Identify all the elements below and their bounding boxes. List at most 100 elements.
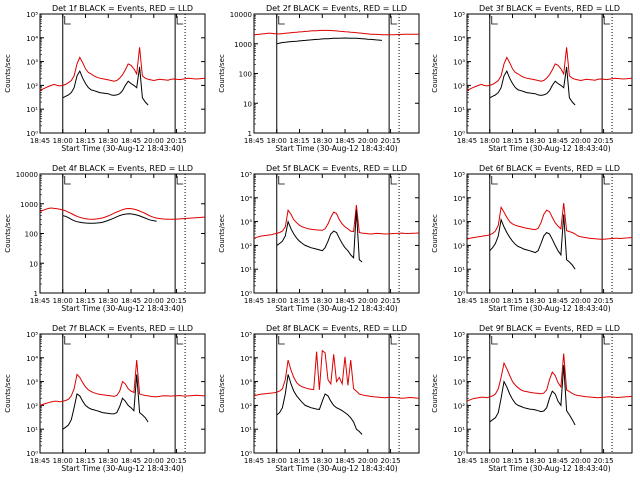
x-tick-label: 18:30 <box>525 137 545 145</box>
series-lld-line <box>466 203 633 240</box>
y-tick-label: 10⁴ <box>453 35 465 43</box>
x-tick-label: 18:15 <box>502 137 522 145</box>
panel-frame <box>253 13 420 134</box>
y-tick-label: 10³ <box>26 59 38 67</box>
x-tick-label: 18:00 <box>480 297 500 305</box>
x-tick-label: 18:15 <box>75 137 95 145</box>
panel-1: Det 1f BLACK = Events, RED = LLD 10⁰ 10¹ 10… <box>4 4 206 153</box>
x-axis-label: Start Time (30-Aug-12 18:43:40) <box>488 144 610 153</box>
x-tick-label: 18:45 <box>548 137 568 145</box>
y-tick-label: 10⁴ <box>240 355 252 363</box>
y-tick-label: 10² <box>453 402 465 410</box>
y-axis-label: Counts/sec <box>218 214 226 253</box>
x-tick-label: 18:15 <box>502 297 522 305</box>
y-axis-label: Counts/sec <box>4 214 12 253</box>
x-tick-label: 20:15 <box>166 137 186 145</box>
x-axis-label: Start Time (30-Aug-12 18:43:40) <box>488 304 610 313</box>
y-tick-label: 10⁵ <box>26 11 38 19</box>
x-tick-label: 18:15 <box>289 457 309 465</box>
x-tick-label: 18:45 <box>457 137 477 145</box>
y-tick-label: 10⁵ <box>240 331 252 339</box>
x-tick-label: 18:45 <box>30 137 50 145</box>
series-lld-line <box>253 349 420 399</box>
saa-marker-icon <box>64 336 71 345</box>
panel-title: Det 1f BLACK = Events, RED = LLD <box>52 4 193 13</box>
panel-9: Det 9f BLACK = Events, RED = LLD 10⁰ 10¹ 10… <box>431 324 633 473</box>
y-tick-label: 10000 <box>230 11 252 19</box>
x-axis-label: Start Time (30-Aug-12 18:43:40) <box>275 144 397 153</box>
y-axis-label: Counts/sec <box>431 374 439 413</box>
y-tick-label: 10³ <box>453 219 465 227</box>
x-tick-label: 18:45 <box>335 137 355 145</box>
saa-marker-icon <box>278 176 285 185</box>
x-tick-label: 18:00 <box>267 137 287 145</box>
x-tick-label: 18:15 <box>75 297 95 305</box>
y-tick-label: 10⁴ <box>26 35 38 43</box>
x-axis-label: Start Time (30-Aug-12 18:43:40) <box>275 464 397 473</box>
y-tick-label: 10¹ <box>26 426 38 434</box>
x-tick-label: 20:00 <box>571 297 591 305</box>
panel-6: Det 6f BLACK = Events, RED = LLD 10⁰ 10¹ 10… <box>431 164 633 313</box>
panel-title: Det 5f BLACK = Events, RED = LLD <box>266 164 407 173</box>
x-tick-label: 20:00 <box>144 457 164 465</box>
panel-title: Det 9f BLACK = Events, RED = LLD <box>479 324 620 333</box>
x-tick-label: 20:15 <box>380 297 400 305</box>
y-tick-label: 10² <box>453 82 465 90</box>
x-tick-label: 20:15 <box>593 137 613 145</box>
y-tick-label: 10⁰ <box>453 130 465 138</box>
y-tick-label: 10 <box>29 260 38 268</box>
series-events-line <box>489 66 576 106</box>
panel-7: Det 7f BLACK = Events, RED = LLD 10⁰ 10¹ 10… <box>4 324 206 473</box>
y-tick-label: 10⁴ <box>453 195 465 203</box>
series-lld-line <box>39 207 206 220</box>
x-axis-label: Start Time (30-Aug-12 18:43:40) <box>61 304 183 313</box>
y-axis-label: Counts/sec <box>4 54 12 93</box>
x-tick-label: 18:15 <box>75 457 95 465</box>
x-tick-label: 18:15 <box>289 137 309 145</box>
x-tick-label: 20:15 <box>593 457 613 465</box>
panel-4: Det 4f BLACK = Events, RED = LLD 1 10 100 10… <box>4 164 206 313</box>
y-axis-label: Counts/sec <box>218 54 226 93</box>
y-tick-label: 10² <box>240 242 252 250</box>
x-tick-label: 18:45 <box>121 457 141 465</box>
x-tick-label: 20:00 <box>144 297 164 305</box>
panel-title: Det 4f BLACK = Events, RED = LLD <box>52 164 193 173</box>
saa-marker-icon <box>603 336 611 345</box>
x-tick-label: 18:45 <box>548 457 568 465</box>
saa-marker-icon <box>176 16 184 25</box>
x-tick-label: 18:30 <box>525 297 545 305</box>
series-events-line <box>62 213 157 224</box>
x-tick-label: 18:30 <box>312 457 332 465</box>
panel-2: Det 2f BLACK = Events, RED = LLD 1 10 100 10… <box>218 4 420 153</box>
panel-title: Det 3f BLACK = Events, RED = LLD <box>479 4 620 13</box>
series-lld-line <box>39 47 206 92</box>
y-tick-label: 10⁴ <box>26 355 38 363</box>
saa-marker-icon <box>390 16 398 25</box>
panel-3: Det 3f BLACK = Events, RED = LLD 10⁰ 10¹ 10… <box>431 4 633 153</box>
x-tick-label: 20:15 <box>380 137 400 145</box>
y-axis-label: Counts/sec <box>431 214 439 253</box>
saa-marker-icon <box>603 16 611 25</box>
series-events-line <box>276 37 383 45</box>
y-tick-label: 10⁰ <box>453 450 465 458</box>
y-tick-label: 10⁵ <box>453 171 465 179</box>
panel-8: Det 8f BLACK = Events, RED = LLD 10⁰ 10¹ 10… <box>218 324 420 473</box>
x-tick-label: 18:45 <box>244 297 264 305</box>
x-tick-label: 20:15 <box>166 457 186 465</box>
panel-frame <box>39 173 206 294</box>
y-tick-label: 10³ <box>453 59 465 67</box>
y-axis-label: Counts/sec <box>4 374 12 413</box>
y-tick-label: 10³ <box>453 379 465 387</box>
y-tick-label: 10³ <box>26 379 38 387</box>
x-tick-label: 18:45 <box>244 457 264 465</box>
saa-marker-icon <box>176 176 184 185</box>
y-tick-label: 100 <box>239 71 252 79</box>
series-lld-line <box>466 47 633 92</box>
x-axis-label: Start Time (30-Aug-12 18:43:40) <box>61 144 183 153</box>
x-tick-label: 18:15 <box>289 297 309 305</box>
x-tick-label: 20:00 <box>144 137 164 145</box>
y-tick-label: 10⁴ <box>453 355 465 363</box>
panel-frame <box>39 13 206 134</box>
y-tick-label: 10⁰ <box>26 130 38 138</box>
